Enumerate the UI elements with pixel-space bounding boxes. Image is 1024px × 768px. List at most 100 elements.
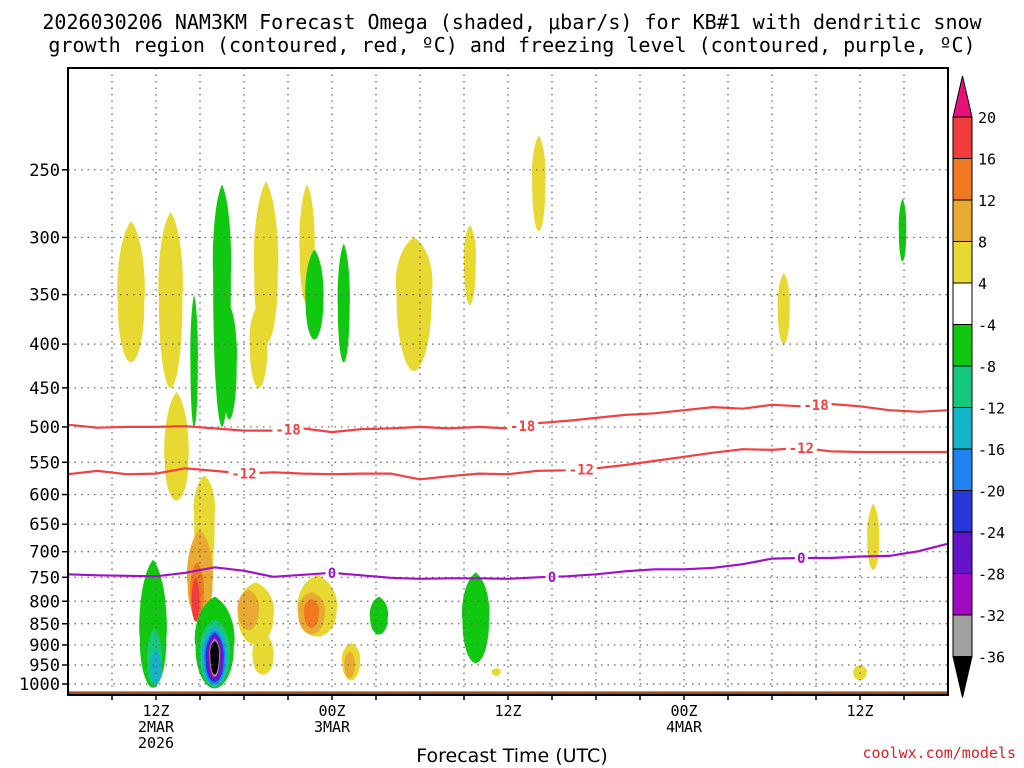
omega-region-3 xyxy=(253,181,279,345)
colorbar-segment-1 xyxy=(952,116,973,159)
omega-region-1 xyxy=(158,211,183,388)
x-axis-label: Forecast Time (UTC) xyxy=(416,745,608,767)
omega-region-29 xyxy=(337,243,350,363)
y-tick-label-800: 800 xyxy=(29,592,60,612)
colorbar-label-0: 20 xyxy=(978,109,996,127)
contours: -12 -12 -12 -18 -18 -18 0 0 0 xyxy=(67,397,949,586)
omega-region-30 xyxy=(898,198,907,262)
colorbar-label-9: -20 xyxy=(978,483,1005,501)
contour-label-bg-dgz_warm-1 xyxy=(565,461,597,478)
contour-label-freezing_level-0: 0 xyxy=(328,566,336,582)
chart-title-line-1: 2026030206 NAM3KM Forecast Omega (shaded… xyxy=(42,10,982,34)
colorbar-bottom-arrow xyxy=(952,656,973,698)
omega-region-44 xyxy=(210,640,220,675)
contour-label-dgz_warm-1: -12 xyxy=(569,462,594,478)
y-tick-label-700: 700 xyxy=(29,543,60,563)
contour-label-bg-dgz_cold-0 xyxy=(272,421,304,438)
y-tick-label-500: 500 xyxy=(29,418,60,438)
colorbar-segment-7 xyxy=(952,365,973,408)
contour-label-bg-dgz_cold-2 xyxy=(800,397,832,414)
omega-region-6 xyxy=(395,237,433,371)
x-tick-label-48-1: 4MAR xyxy=(666,718,703,736)
colorbar-label-2: 12 xyxy=(978,192,996,210)
y-tick-label-950: 950 xyxy=(29,656,60,676)
credit-text: coolwx.com/models xyxy=(862,744,1016,762)
colorbar-segment-5 xyxy=(952,282,973,325)
omega-region-27 xyxy=(221,305,238,420)
omega-region-24 xyxy=(191,577,200,622)
colorbar-segment-4 xyxy=(952,241,973,284)
omega-region-23 xyxy=(303,598,320,629)
y-tick-label-450: 450 xyxy=(29,379,60,399)
colorbar-segment-9 xyxy=(952,448,973,491)
colorbar: 20 16 12 8 4 -4 -8 -12 -16 -20 -24 -28 -32 -36 xyxy=(952,75,1005,698)
omega-region-4 xyxy=(249,305,268,388)
x-tick-label-24-1: 3MAR xyxy=(314,718,351,736)
colorbar-segment-6 xyxy=(952,324,973,367)
x-tick-label-60-0: 12Z xyxy=(846,702,873,720)
colorbar-segment-2 xyxy=(952,158,973,201)
contour-label-dgz_cold-0: -18 xyxy=(275,423,300,439)
colorbar-label-4: 4 xyxy=(978,275,987,293)
contour-label-bg-freezing_level-2 xyxy=(794,550,808,567)
contour-label-bg-dgz_warm-2 xyxy=(785,439,817,456)
y-tick-label-1000: 1000 xyxy=(19,675,60,695)
colorbar-label-1: 16 xyxy=(978,151,996,169)
contour-label-dgz_warm-2: -12 xyxy=(789,441,814,457)
colorbar-segment-11 xyxy=(952,531,973,574)
x-tick-label-12-0: 12Z xyxy=(142,702,169,720)
y-tick-label-550: 550 xyxy=(29,453,60,473)
y-tick-label-900: 900 xyxy=(29,636,60,656)
omega-region-7 xyxy=(463,224,477,306)
omega-region-28 xyxy=(305,249,324,340)
omega-region-26 xyxy=(190,294,198,427)
omega-region-2 xyxy=(164,391,189,501)
colorbar-segment-3 xyxy=(952,199,973,242)
colorbar-label-11: -28 xyxy=(978,566,1005,584)
omega-region-0 xyxy=(117,220,145,363)
chart-title-line-2: growth region (contoured, red, ºC) and f… xyxy=(48,33,976,57)
colorbar-segment-12 xyxy=(952,573,973,616)
omega-region-19 xyxy=(237,589,260,631)
omega-region-33 xyxy=(369,596,389,635)
colorbar-label-13: -36 xyxy=(978,649,1005,667)
contour-label-bg-freezing_level-0 xyxy=(325,564,339,581)
y-tick-label-650: 650 xyxy=(29,515,60,535)
colorbar-label-6: -8 xyxy=(978,358,996,376)
contour-label-dgz_cold-1: -18 xyxy=(510,419,535,435)
y-tick-label-400: 400 xyxy=(29,335,60,355)
omega-region-34 xyxy=(461,572,490,664)
omega-region-10 xyxy=(867,503,880,570)
colorbar-label-5: -4 xyxy=(978,317,996,335)
y-tick-label-600: 600 xyxy=(29,486,60,506)
omega-region-8 xyxy=(531,135,546,232)
colorbar-segment-13 xyxy=(952,614,973,657)
colorbar-label-3: 8 xyxy=(978,234,987,252)
grid xyxy=(68,68,948,695)
contour-label-dgz_warm-0: -12 xyxy=(231,467,256,483)
contour-label-dgz_cold-2: -18 xyxy=(803,398,828,414)
y-tick-label-350: 350 xyxy=(29,286,60,306)
contour-label-bg-dgz_cold-1 xyxy=(507,417,539,434)
axes: 2503003504004505005506006507007508008509… xyxy=(19,67,949,752)
y-tick-label-750: 750 xyxy=(29,568,60,588)
contour-label-bg-dgz_warm-0 xyxy=(228,465,260,482)
y-tick-label-250: 250 xyxy=(29,161,60,181)
colorbar-label-8: -16 xyxy=(978,441,1005,459)
x-tick-label-24-0: 00Z xyxy=(318,702,345,720)
y-tick-label-300: 300 xyxy=(29,228,60,248)
contour-label-freezing_level-2: 0 xyxy=(797,551,805,567)
contour-label-bg-freezing_level-1 xyxy=(545,568,559,585)
omega-region-9 xyxy=(777,272,790,345)
contour-label-freezing_level-1: 0 xyxy=(548,570,556,586)
omega-region-15 xyxy=(252,632,274,675)
colorbar-top-arrow xyxy=(952,75,973,118)
colorbar-label-10: -24 xyxy=(978,524,1005,542)
x-tick-label-12-2: 2026 xyxy=(138,734,174,752)
x-tick-label-12-1: 2MAR xyxy=(138,718,175,736)
x-tick-label-36-0: 12Z xyxy=(494,702,521,720)
y-tick-label-850: 850 xyxy=(29,615,60,635)
omega-region-21 xyxy=(344,651,355,679)
x-tick-label-48-0: 00Z xyxy=(670,702,697,720)
